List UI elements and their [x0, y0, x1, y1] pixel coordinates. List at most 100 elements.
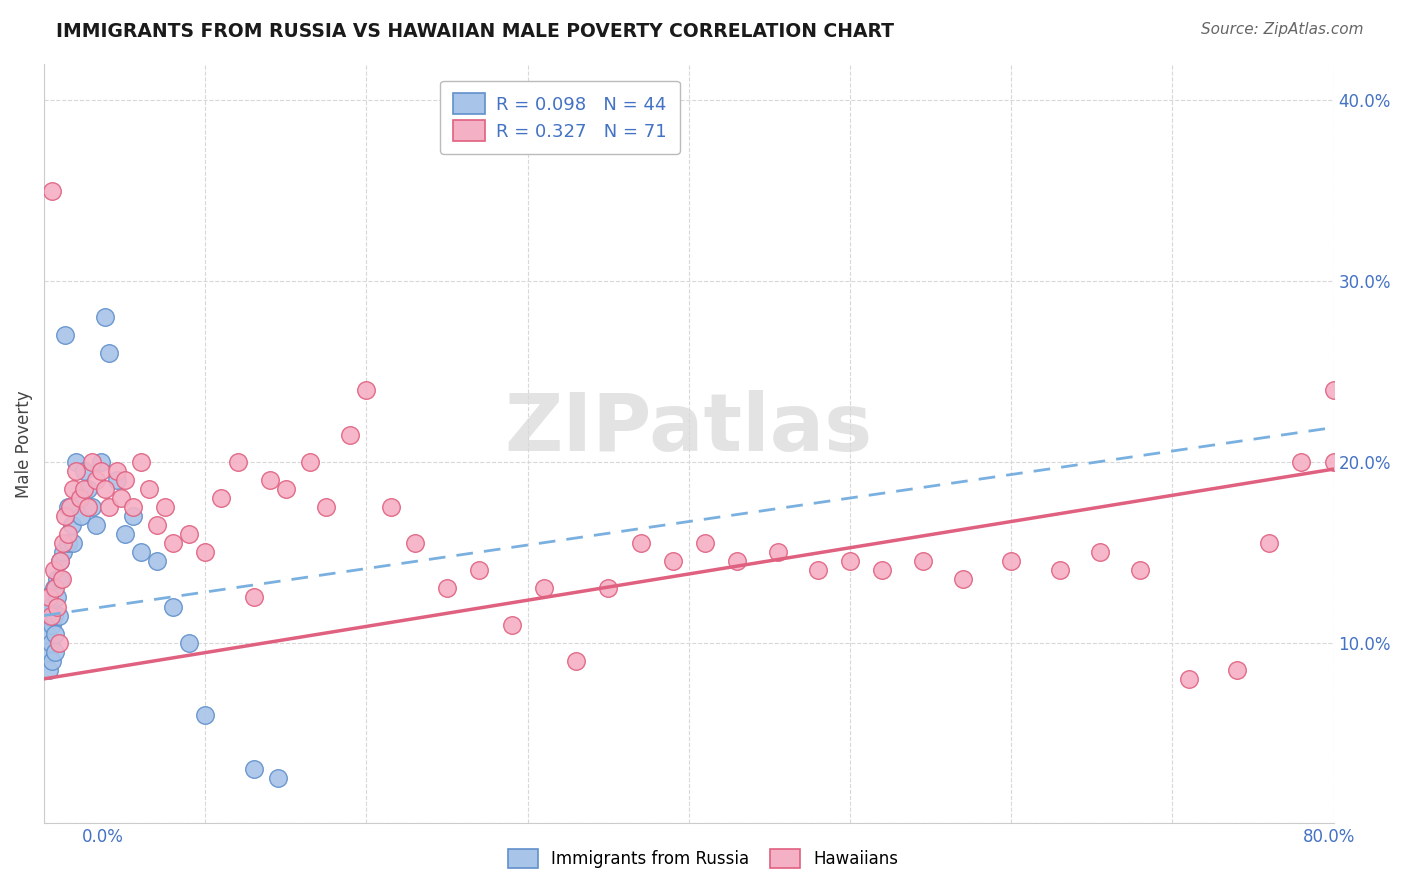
- Point: [194, 545, 217, 559]
- Point: [46, 591, 69, 605]
- Point: [89, 455, 111, 469]
- Point: [65, 455, 87, 469]
- Point: [242, 762, 264, 776]
- Text: ZIPatlas: ZIPatlas: [505, 390, 873, 467]
- Text: 0.0%: 0.0%: [82, 828, 124, 846]
- Point: [267, 772, 290, 786]
- Point: [114, 527, 136, 541]
- Point: [1000, 554, 1022, 568]
- Point: [162, 599, 184, 614]
- Point: [39, 635, 62, 649]
- Point: [911, 554, 934, 568]
- Point: [725, 554, 748, 568]
- Point: [35, 591, 58, 605]
- Text: 80.0%: 80.0%: [1302, 828, 1355, 846]
- Point: [48, 635, 70, 649]
- Point: [89, 464, 111, 478]
- Point: [44, 626, 66, 640]
- Point: [69, 491, 91, 505]
- Point: [179, 527, 201, 541]
- Point: [138, 482, 160, 496]
- Point: [259, 473, 281, 487]
- Point: [42, 563, 65, 577]
- Point: [73, 482, 96, 496]
- Point: [1226, 663, 1249, 677]
- Point: [661, 554, 683, 568]
- Point: [162, 536, 184, 550]
- Point: [58, 500, 80, 514]
- Point: [44, 645, 66, 659]
- Point: [380, 500, 402, 514]
- Point: [339, 427, 361, 442]
- Point: [62, 536, 84, 550]
- Point: [41, 617, 63, 632]
- Point: [38, 591, 60, 605]
- Point: [39, 608, 62, 623]
- Point: [97, 346, 120, 360]
- Legend: Immigrants from Russia, Hawaiians: Immigrants from Russia, Hawaiians: [499, 840, 907, 877]
- Point: [70, 509, 93, 524]
- Point: [146, 554, 169, 568]
- Point: [42, 582, 65, 596]
- Point: [97, 500, 120, 514]
- Point: [179, 635, 201, 649]
- Point: [468, 563, 491, 577]
- Point: [41, 654, 63, 668]
- Point: [94, 310, 117, 325]
- Point: [436, 582, 458, 596]
- Point: [52, 545, 75, 559]
- Point: [565, 654, 588, 668]
- Point: [38, 663, 60, 677]
- Point: [52, 536, 75, 550]
- Point: [38, 645, 60, 659]
- Legend: R = 0.098   N = 44, R = 0.327   N = 71: R = 0.098 N = 44, R = 0.327 N = 71: [440, 80, 679, 154]
- Point: [60, 518, 83, 533]
- Point: [76, 500, 98, 514]
- Point: [49, 573, 72, 587]
- Point: [1129, 563, 1152, 577]
- Point: [69, 491, 91, 505]
- Y-axis label: Male Poverty: Male Poverty: [15, 390, 32, 498]
- Point: [48, 608, 70, 623]
- Point: [82, 455, 104, 469]
- Point: [839, 554, 862, 568]
- Point: [110, 491, 132, 505]
- Point: [46, 573, 69, 587]
- Point: [1049, 563, 1071, 577]
- Point: [952, 573, 974, 587]
- Point: [226, 455, 249, 469]
- Point: [53, 509, 76, 524]
- Point: [356, 383, 378, 397]
- Point: [37, 608, 59, 623]
- Point: [807, 563, 830, 577]
- Point: [1323, 455, 1346, 469]
- Point: [73, 464, 96, 478]
- Point: [84, 473, 107, 487]
- Point: [1323, 383, 1346, 397]
- Point: [105, 473, 128, 487]
- Point: [105, 464, 128, 478]
- Point: [598, 582, 620, 596]
- Point: [501, 617, 523, 632]
- Point: [121, 509, 143, 524]
- Point: [129, 455, 152, 469]
- Point: [37, 626, 59, 640]
- Point: [274, 482, 297, 496]
- Point: [121, 500, 143, 514]
- Point: [58, 527, 80, 541]
- Point: [404, 536, 426, 550]
- Point: [82, 500, 104, 514]
- Point: [114, 473, 136, 487]
- Point: [315, 500, 337, 514]
- Point: [53, 328, 76, 343]
- Point: [51, 573, 73, 587]
- Point: [39, 599, 62, 614]
- Point: [1291, 455, 1313, 469]
- Point: [59, 500, 82, 514]
- Point: [44, 582, 66, 596]
- Point: [693, 536, 716, 550]
- Point: [94, 482, 117, 496]
- Point: [1088, 545, 1111, 559]
- Point: [129, 545, 152, 559]
- Point: [872, 563, 894, 577]
